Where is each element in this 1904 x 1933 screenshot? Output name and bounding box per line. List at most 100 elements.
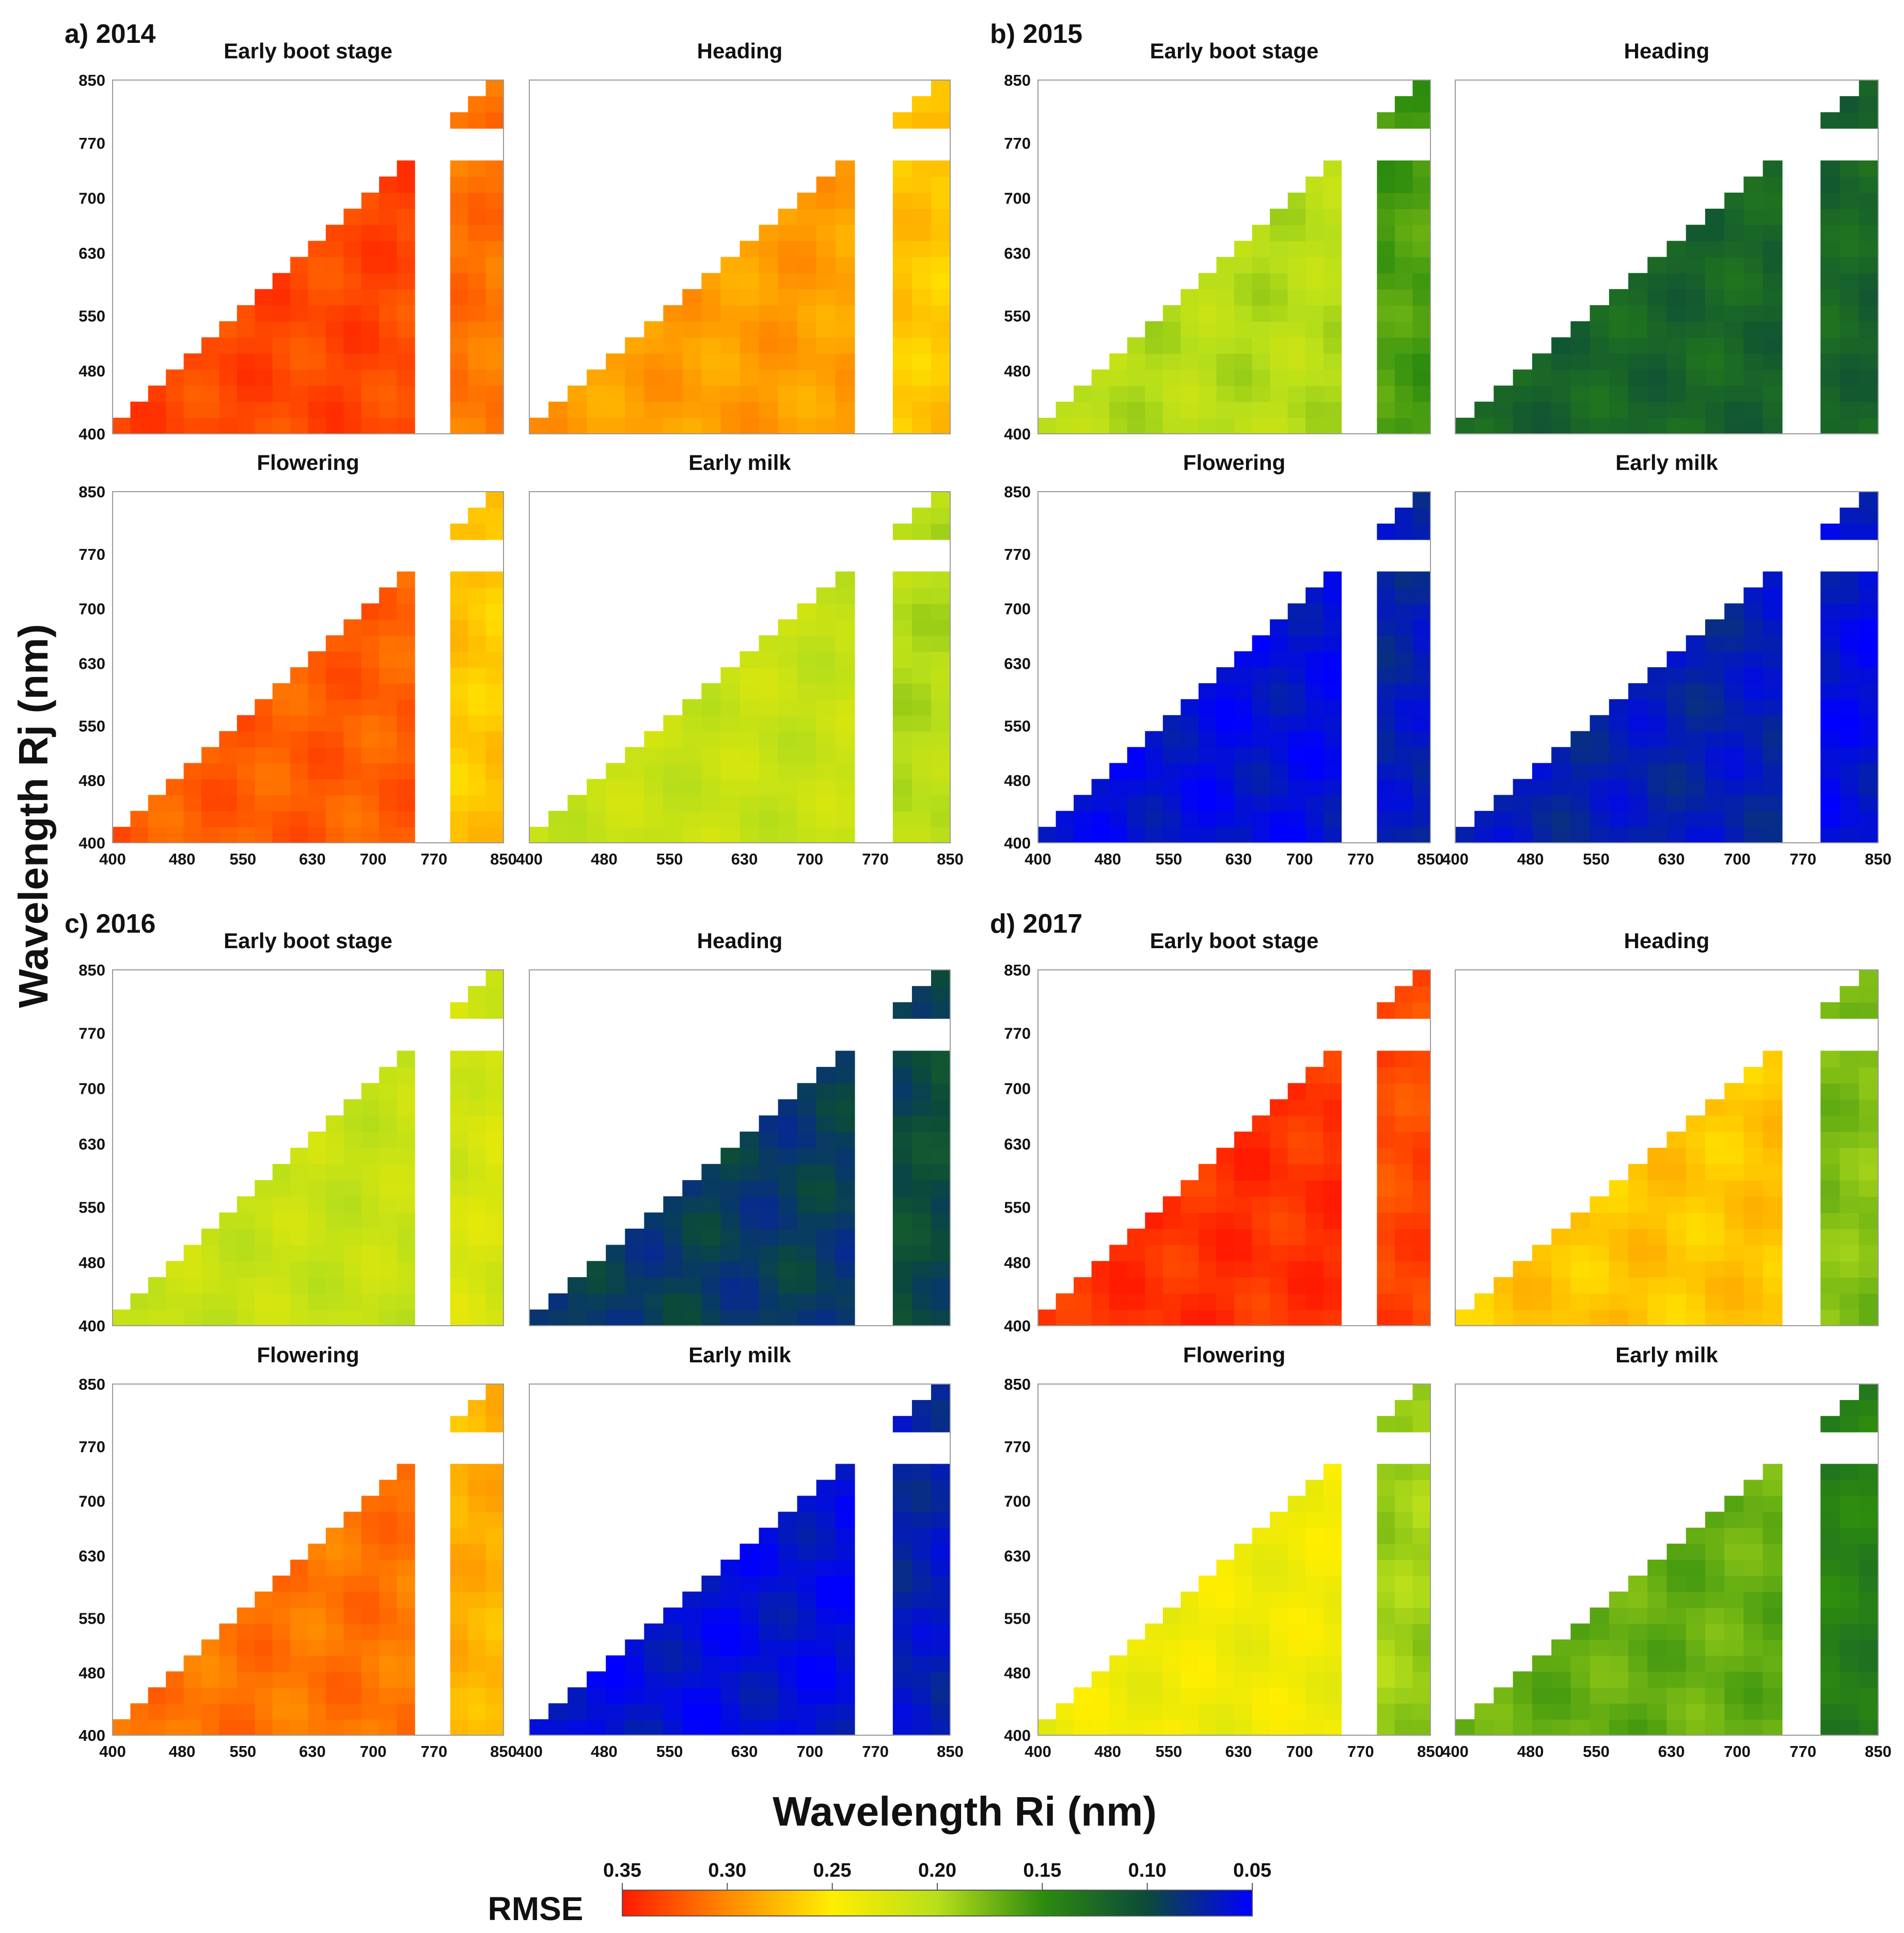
heatmap-cell xyxy=(816,176,836,193)
heatmap-cell xyxy=(325,635,344,652)
heatmap-cell xyxy=(1323,763,1342,780)
heatmap-cell xyxy=(1820,1687,1840,1704)
heatmap-cell xyxy=(485,1277,504,1294)
heatmap-cell xyxy=(255,1671,273,1688)
heatmap-cell xyxy=(1628,811,1648,827)
heatmap-cell xyxy=(361,1607,380,1624)
heatmap-cell xyxy=(1216,1148,1235,1165)
heatmap-cell xyxy=(892,571,912,588)
heatmap-cell xyxy=(1551,763,1571,780)
heatmap-cell xyxy=(1705,337,1725,354)
heatmap-cell xyxy=(892,635,912,652)
heatmap-cell xyxy=(1181,385,1199,402)
heatmap-cell xyxy=(343,1196,362,1213)
heatmap-cell xyxy=(255,1277,273,1294)
heatmap-cell xyxy=(701,1212,721,1229)
x-tick-label: 480 xyxy=(1094,850,1121,868)
heatmap-cell xyxy=(1820,1293,1840,1310)
heatmap-cell xyxy=(397,603,415,620)
heatmap-cell xyxy=(797,1148,817,1165)
heatmap-cell xyxy=(485,225,504,242)
heatmap-cell xyxy=(778,747,798,764)
heatmap-cell xyxy=(682,779,702,796)
heatmap-cell xyxy=(1198,305,1217,322)
heatmap-cell xyxy=(1474,827,1494,843)
heatmap-cell xyxy=(485,1212,504,1229)
heatmap-cell xyxy=(1270,1196,1288,1213)
heatmap-cell xyxy=(485,273,504,290)
heatmap-cell xyxy=(1305,369,1324,386)
heatmap-cell xyxy=(1270,1212,1288,1229)
heatmap-cell xyxy=(797,1560,817,1576)
x-tick-label: 400 xyxy=(516,850,543,868)
heatmap-cell xyxy=(1287,1719,1306,1736)
heatmap-cell xyxy=(911,353,932,370)
heatmap-cell xyxy=(1666,667,1687,684)
heatmap-cell xyxy=(911,523,932,540)
heatmap-cell xyxy=(682,289,702,306)
heatmap-cell xyxy=(237,385,256,402)
heatmap-cell xyxy=(1056,1703,1074,1720)
heatmap-cell xyxy=(644,1639,664,1656)
y-tick-label: 480 xyxy=(78,1254,105,1272)
heatmap-cell xyxy=(1109,401,1128,418)
heatmap-cell xyxy=(797,1293,817,1310)
heatmap-cell xyxy=(397,1544,415,1560)
heatmap-cell xyxy=(1859,571,1879,588)
heatmap-cell xyxy=(308,715,326,732)
heatmap-cell xyxy=(379,353,398,370)
heatmap-cell xyxy=(1127,1703,1146,1720)
heatmap-cell xyxy=(1724,731,1744,748)
heatmap-cell xyxy=(892,619,912,636)
heatmap-cell xyxy=(931,811,951,827)
heatmap-cell xyxy=(1181,1261,1199,1278)
heatmap-cell xyxy=(797,1083,817,1100)
heatmap-cell xyxy=(468,827,486,843)
heatmap-cell xyxy=(911,112,932,129)
heatmap-cell xyxy=(1198,1180,1217,1197)
heatmap-cell xyxy=(548,401,568,418)
heatmap-cell xyxy=(1628,731,1648,748)
heatmap-cell xyxy=(272,779,291,796)
heatmap-cell xyxy=(759,651,779,668)
heatmap-cell xyxy=(308,273,326,290)
heatmap-cell xyxy=(1234,1180,1253,1197)
heatmap-cell xyxy=(397,1655,415,1672)
heatmap-cell xyxy=(739,827,760,843)
heatmap-cell xyxy=(606,1703,626,1720)
heatmap-cell xyxy=(361,257,380,274)
heatmap-cell xyxy=(720,731,741,748)
y-tick-label: 400 xyxy=(78,1726,105,1745)
heatmap-cell xyxy=(911,603,932,620)
heatmap-cell xyxy=(237,1261,256,1278)
heatmap-cell xyxy=(1474,1293,1494,1310)
heatmap-cell xyxy=(1705,763,1725,780)
heatmap-cell xyxy=(1666,257,1687,274)
heatmap-cell xyxy=(548,1309,568,1326)
heatmap-cell xyxy=(1570,1703,1591,1720)
heatmap-cell xyxy=(1323,811,1342,827)
heatmap-cell xyxy=(1839,1512,1860,1528)
heatmap-cell xyxy=(148,795,167,811)
heatmap-cell xyxy=(290,353,309,370)
heatmap-cell xyxy=(450,1050,468,1067)
heatmap-cell xyxy=(1859,795,1879,811)
heatmap-cell xyxy=(892,1180,912,1197)
heatmap-cell xyxy=(1377,1544,1395,1560)
heatmap-cell xyxy=(625,1719,645,1736)
heatmap-cell xyxy=(720,321,741,338)
heatmap-cell xyxy=(663,715,683,732)
heatmap-cell xyxy=(1323,699,1342,716)
heatmap-cell xyxy=(911,1245,932,1262)
heatmap-cell xyxy=(1412,337,1431,354)
heatmap-cell xyxy=(606,385,626,402)
heatmap-cell xyxy=(1145,1261,1163,1278)
heatmap-cell xyxy=(1743,827,1764,843)
heatmap-cell xyxy=(1394,353,1413,370)
heatmap-cell xyxy=(1839,587,1860,604)
heatmap-cell xyxy=(1412,699,1431,716)
heatmap-cell xyxy=(1570,401,1591,418)
x-tick-label: 400 xyxy=(99,1742,126,1761)
heatmap-cell xyxy=(379,369,398,386)
